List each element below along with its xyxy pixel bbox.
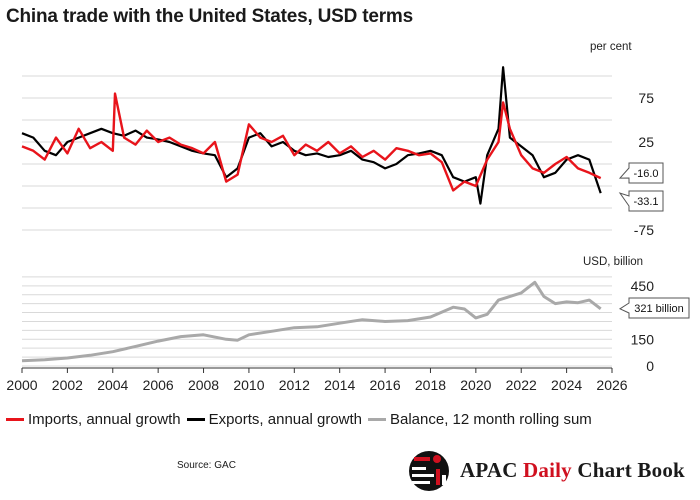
x-tick-label: 2012 <box>279 377 310 393</box>
brand-logo: APAC Daily Chart Book <box>404 447 685 493</box>
value-callouts: -16.0 -33.1 321 billion <box>618 162 690 319</box>
legend-swatch-exports <box>186 418 205 421</box>
brand-name-c: Chart Book <box>577 457 685 482</box>
y-tick-label: 25 <box>638 134 654 150</box>
callout-label: -33.1 <box>633 196 658 208</box>
imports-growth-line <box>21 92 602 192</box>
x-tick-label: 2020 <box>460 377 491 393</box>
legend: Imports, annual growth Exports, annual g… <box>6 411 598 428</box>
x-tick-label: 2010 <box>233 377 264 393</box>
callout-shape <box>618 297 690 319</box>
brand-name-a: APAC <box>460 457 518 482</box>
callout-shape <box>618 190 664 212</box>
legend-item-imports: Imports, annual growth <box>6 411 181 428</box>
exports-growth-line <box>21 66 602 205</box>
x-tick-label: 2018 <box>415 377 446 393</box>
y-tick-label: 0 <box>646 358 654 374</box>
growth-panel-series <box>21 66 602 205</box>
x-tick-label: 2008 <box>188 377 219 393</box>
callout-label: 321 billion <box>634 303 684 315</box>
balance-unit-label: USD, billion <box>583 256 643 268</box>
legend-item-exports: Exports, annual growth <box>186 411 362 428</box>
brand-name: APAC Daily Chart Book <box>460 458 685 483</box>
legend-label-imports: Imports, annual growth <box>28 411 181 428</box>
callout-label: -16.0 <box>633 168 658 180</box>
balance-line <box>21 280 602 363</box>
chart-title: China trade with the United States, USD … <box>6 6 413 27</box>
x-tick-label: 2026 <box>596 377 627 393</box>
legend-swatch-balance <box>368 418 386 421</box>
x-tick-label: 2022 <box>506 377 537 393</box>
legend-swatch-imports <box>6 418 24 421</box>
brand-icon <box>409 451 449 491</box>
y-tick-label: 75 <box>638 90 654 106</box>
legend-item-balance: Balance, 12 month rolling sum <box>368 411 592 428</box>
x-tick-label: 2014 <box>324 377 355 393</box>
growth-unit-label: per cent <box>590 41 632 53</box>
callout-box: -16.0 <box>618 162 664 184</box>
callout-box: 321 billion <box>618 297 690 319</box>
legend-label-balance: Balance, 12 month rolling sum <box>390 411 592 428</box>
x-tick-label: 2000 <box>6 377 37 393</box>
balance-panel-series <box>21 280 602 363</box>
x-axis: 2000 2002 2004 2006 2008 2010 2012 2014 2016 2018… <box>6 367 628 393</box>
legend-label-exports: Exports, annual growth <box>208 411 362 428</box>
brand-name-b: Daily <box>523 457 572 482</box>
y-tick-label: 450 <box>631 278 655 294</box>
x-tick-label: 2006 <box>143 377 174 393</box>
x-tick-label: 2004 <box>97 377 128 393</box>
x-tick-label: 2016 <box>369 377 400 393</box>
y-tick-label: -75 <box>634 222 654 238</box>
callout-shape <box>618 162 664 184</box>
source-note: Source: GAC <box>177 460 236 471</box>
x-tick-label: 2024 <box>551 377 582 393</box>
y-tick-labels: 75 25 -75 450 150 0 <box>631 90 655 374</box>
x-tick-label: 2002 <box>52 377 83 393</box>
callout-box: -33.1 <box>618 190 664 212</box>
growth-panel-gridlines <box>22 75 612 231</box>
y-tick-label: 150 <box>631 331 655 347</box>
balance-panel-gridlines <box>22 276 612 367</box>
